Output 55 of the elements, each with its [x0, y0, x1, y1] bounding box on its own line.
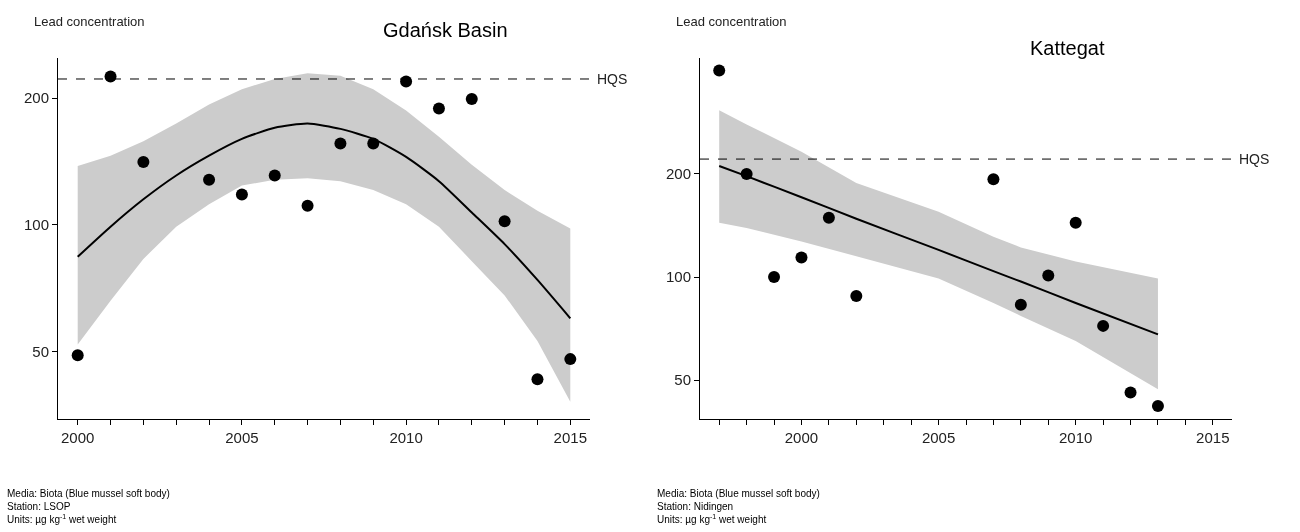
point: [137, 156, 150, 169]
point: [104, 70, 117, 83]
x-tick-label: 2000: [784, 429, 819, 446]
y-axis-title: Lead concentration: [34, 14, 145, 29]
line-series: [718, 164, 1159, 336]
x-tick-label: 2010: [1059, 429, 1093, 446]
point: [564, 353, 577, 366]
text: Units: µg kg$^{-1}$ wet weight: [7, 513, 117, 526]
point: [1097, 319, 1110, 332]
point: [531, 373, 544, 386]
point: [1069, 216, 1082, 229]
point: [1014, 298, 1027, 311]
x-tick-label: 2005: [225, 429, 259, 446]
point: [822, 211, 835, 224]
point: [268, 169, 281, 182]
x-tick-label: 2015: [553, 429, 587, 446]
text: Media: Biota (Blue mussel soft body): [657, 488, 820, 499]
point: [850, 290, 863, 303]
y-tick-label: 100: [23, 216, 49, 234]
x-tick-label: 2005: [921, 429, 956, 446]
text: Station: LSOP: [7, 501, 71, 512]
y-tick-label: 100: [665, 268, 691, 286]
point: [367, 137, 380, 150]
point: [334, 137, 347, 150]
point: [498, 215, 511, 228]
chart-title: Gdańsk Basin: [383, 19, 508, 41]
point: [203, 173, 216, 186]
x-tick-label: 2015: [1196, 429, 1230, 446]
y-tick-label: 50: [32, 342, 49, 360]
x-tick-label: 2000: [61, 429, 95, 446]
point: [1151, 400, 1164, 413]
point: [465, 93, 478, 105]
text: Station: Nidingen: [657, 501, 734, 512]
x-tick-label: 2010: [389, 429, 423, 446]
point: [71, 349, 84, 362]
chart-title: Kattegat: [1030, 37, 1105, 59]
text: Units: µg kg$^{-1}$ wet weight: [657, 513, 767, 526]
text: Media: Biota (Blue mussel soft body): [7, 488, 170, 499]
point: [768, 271, 781, 284]
point: [235, 188, 248, 201]
y-tick-label: 50: [674, 371, 691, 389]
ref-line-label: HQS: [1239, 151, 1270, 167]
point: [301, 199, 314, 212]
point: [432, 102, 445, 115]
y-axis-title: Lead concentration: [676, 14, 787, 29]
point: [713, 64, 726, 77]
point: [987, 173, 1000, 186]
point: [795, 251, 808, 264]
y-tick-label: 200: [665, 165, 691, 183]
point: [1042, 269, 1055, 282]
ref-line-label: HQS: [597, 71, 628, 87]
line-series: [76, 122, 572, 320]
y-tick-label: 200: [23, 89, 49, 107]
point: [1124, 386, 1137, 399]
point: [740, 167, 753, 180]
